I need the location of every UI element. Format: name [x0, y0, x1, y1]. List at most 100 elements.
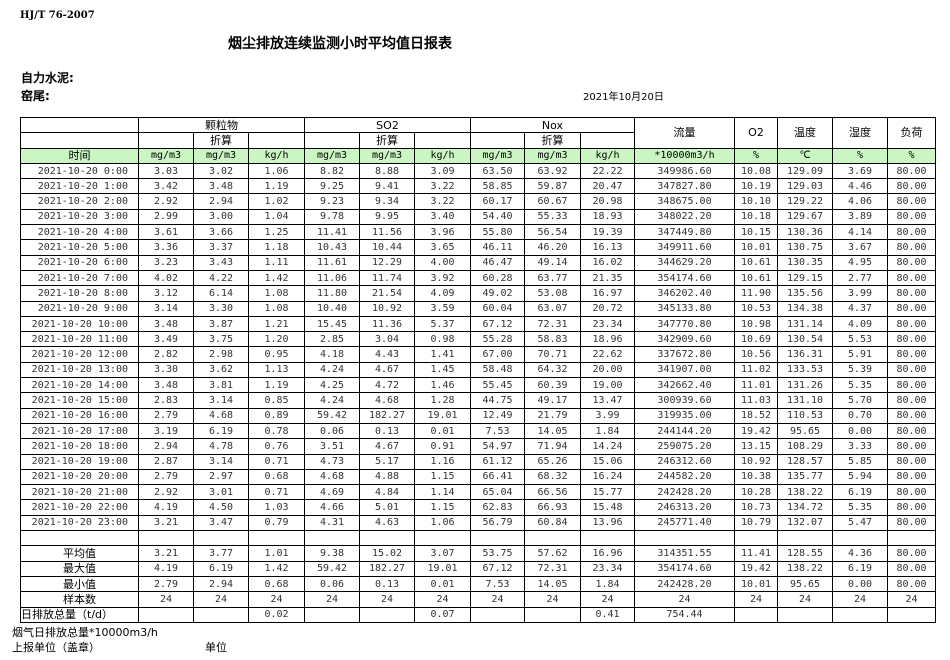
- value-cell: 4.72: [359, 377, 415, 394]
- value-cell: 10.44: [359, 239, 415, 256]
- value-cell: 2.99: [138, 208, 194, 226]
- value-cell: 4.67: [359, 438, 415, 455]
- value-cell: 1.28: [414, 392, 471, 409]
- value-cell: 3.04: [359, 331, 415, 348]
- value-cell: 49.14: [524, 254, 581, 271]
- value-cell: 1.42: [248, 269, 305, 287]
- value-cell: 10.18: [734, 208, 778, 226]
- summary-value: 182.27: [359, 560, 415, 577]
- time-cell: 2021-10-20 4:00: [20, 224, 139, 241]
- time-cell: 2021-10-20 11:00: [20, 331, 139, 348]
- value-cell: 1.03: [248, 499, 305, 516]
- so2-header: SO2: [304, 116, 471, 134]
- value-cell: 2.98: [193, 346, 249, 363]
- value-cell: 7.53: [470, 422, 525, 440]
- value-cell: 64.32: [524, 361, 581, 379]
- value-cell: 1.25: [248, 224, 305, 241]
- unit-cell: kg/h: [248, 147, 305, 164]
- value-cell: 80.00: [887, 453, 936, 470]
- value-cell: 59.87: [524, 178, 581, 195]
- value-cell: 60.17: [470, 193, 525, 210]
- value-cell: 10.10: [734, 193, 778, 210]
- value-cell: 132.07: [777, 514, 833, 532]
- summary-value: 24: [414, 591, 471, 608]
- value-cell: 2.87: [138, 453, 194, 470]
- value-cell: 1.11: [248, 254, 305, 271]
- blank-cell: [138, 132, 194, 149]
- table-row: 2021-10-20 13:00 3.30 3.62 1.13 4.24 4.67 1.45…: [20, 361, 936, 379]
- value-cell: 80.00: [887, 285, 936, 302]
- value-cell: 1.04: [248, 208, 305, 226]
- value-cell: 4.66: [304, 499, 360, 516]
- value-cell: 5.47: [832, 514, 888, 532]
- value-cell: 4.69: [304, 484, 360, 501]
- value-cell: 62.83: [470, 499, 525, 516]
- blank-cell: [887, 530, 936, 547]
- value-cell: 3.87: [193, 315, 249, 333]
- value-cell: 11.74: [359, 269, 415, 287]
- time-cell: 2021-10-20 9:00: [20, 300, 139, 317]
- value-cell: 80.00: [887, 392, 936, 409]
- value-cell: 11.01: [734, 377, 778, 394]
- value-cell: 0.98: [414, 331, 471, 348]
- value-cell: 9.34: [359, 193, 415, 210]
- value-cell: 10.92: [359, 300, 415, 317]
- table-row: 2021-10-20 17:00 3.19 6.19 0.78 0.06 0.13 0.01…: [20, 422, 936, 440]
- value-cell: 80.00: [887, 178, 936, 195]
- time-cell: 2021-10-20 10:00: [20, 315, 139, 333]
- summary-value: 2.79: [138, 575, 194, 593]
- value-cell: 4.37: [832, 300, 888, 317]
- particulate-converted-header: 折算: [193, 132, 249, 149]
- value-cell: 20.47: [580, 178, 635, 195]
- value-cell: 131.14: [777, 315, 833, 333]
- value-cell: 60.28: [470, 269, 525, 287]
- summary-value: 72.31: [524, 560, 581, 577]
- summary-label: 平均值: [20, 545, 139, 562]
- value-cell: 4.14: [832, 224, 888, 241]
- value-cell: 1.16: [414, 453, 471, 470]
- time-cell: 2021-10-20 23:00: [20, 514, 139, 532]
- time-cell: 2021-10-20 8:00: [20, 285, 139, 302]
- time-cell: 2021-10-20 14:00: [20, 377, 139, 394]
- value-cell: 80.00: [887, 484, 936, 501]
- value-cell: 4.06: [832, 193, 888, 210]
- value-cell: 10.28: [734, 484, 778, 501]
- summary-value: 9.38: [304, 545, 360, 562]
- value-cell: 3.23: [138, 254, 194, 271]
- nox-converted-header: 折算: [524, 132, 581, 149]
- summary-value: 24: [138, 591, 194, 608]
- value-cell: 4.24: [304, 392, 360, 409]
- value-cell: 1.84: [580, 422, 635, 440]
- value-cell: 4.43: [359, 346, 415, 363]
- value-cell: 67.12: [470, 315, 525, 333]
- value-cell: 130.54: [777, 331, 833, 348]
- summary-value: [359, 606, 415, 623]
- unit-cell: kg/h: [414, 147, 471, 164]
- value-cell: 5.53: [832, 331, 888, 348]
- value-cell: 59.42: [304, 407, 360, 424]
- value-cell: 63.92: [524, 162, 581, 180]
- value-cell: 5.37: [414, 315, 471, 333]
- time-cell: 2021-10-20 2:00: [20, 193, 139, 210]
- value-cell: 3.40: [414, 208, 471, 226]
- value-cell: 4.63: [359, 514, 415, 532]
- value-cell: 66.93: [524, 499, 581, 516]
- value-cell: 46.11: [470, 239, 525, 256]
- summary-value: 3.77: [193, 545, 249, 562]
- unit-cell: *10000m3/h: [634, 147, 735, 164]
- value-cell: 49.17: [524, 392, 581, 409]
- value-cell: 10.53: [734, 300, 778, 317]
- summary-value: 138.22: [777, 560, 833, 577]
- value-cell: 3.75: [193, 331, 249, 348]
- value-cell: 3.22: [414, 193, 471, 210]
- value-cell: 129.67: [777, 208, 833, 226]
- table-row: 2021-10-20 21:00 2.92 3.01 0.71 4.69 4.84 1.14…: [20, 484, 936, 501]
- value-cell: 8.82: [304, 162, 360, 180]
- value-cell: 0.00: [832, 422, 888, 440]
- value-cell: 4.68: [193, 407, 249, 424]
- value-cell: 1.41: [414, 346, 471, 363]
- value-cell: 10.08: [734, 162, 778, 180]
- summary-value: 6.19: [832, 560, 888, 577]
- value-cell: 11.41: [304, 224, 360, 241]
- value-cell: 2.92: [138, 193, 194, 210]
